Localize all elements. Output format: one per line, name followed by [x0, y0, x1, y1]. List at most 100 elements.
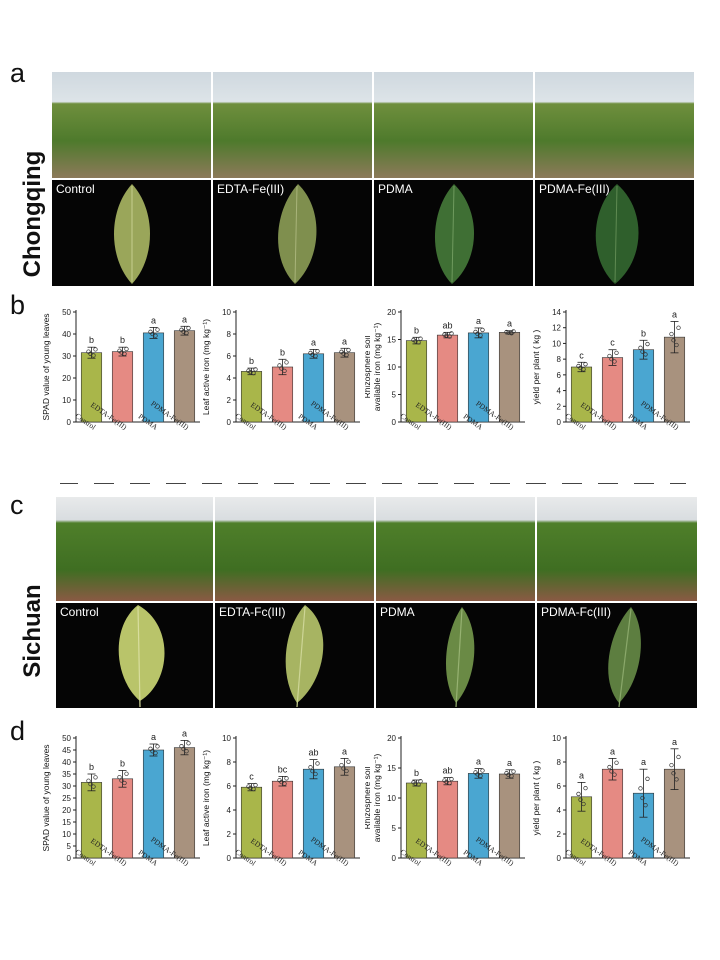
y-tick-label: 10 — [552, 734, 561, 743]
data-point — [607, 764, 612, 770]
significance-letter: c — [579, 350, 584, 360]
significance-letter: b — [414, 325, 419, 335]
y-tick-label: 6 — [227, 782, 232, 791]
y-tick-label: 6 — [227, 352, 232, 361]
bar — [498, 332, 521, 423]
leaf-icon — [445, 607, 475, 708]
data-point — [341, 351, 346, 356]
data-point — [669, 331, 674, 337]
data-point — [612, 359, 617, 364]
y-tick-label: 2 — [227, 830, 232, 839]
leaf-label: PDMA — [380, 605, 415, 619]
data-point — [643, 352, 648, 357]
significance-letter: b — [89, 335, 94, 345]
y-axis-label: available iron (mg kg⁻¹) — [372, 323, 382, 412]
data-point — [93, 347, 98, 352]
y-tick-label: 10 — [387, 363, 396, 372]
y-tick-label: 4 — [227, 374, 232, 383]
y-tick-label: 12 — [552, 324, 561, 333]
data-point — [511, 769, 516, 774]
data-point — [614, 350, 619, 356]
leaf-icon — [608, 607, 641, 708]
y-tick-label: 8 — [557, 355, 562, 364]
data-point — [638, 345, 643, 350]
tree-photo-chongqing-control — [52, 72, 211, 178]
significance-letter: a — [672, 309, 677, 319]
significance-letter: a — [342, 746, 347, 756]
chart-d-spad: 0 5 10 15 20 25 30 35 40 45 50 SPAD value of young … — [41, 728, 200, 868]
y-tick-label: 45 — [62, 746, 71, 755]
data-point — [640, 795, 645, 801]
data-point — [676, 325, 681, 330]
data-point — [645, 341, 650, 347]
bar — [333, 766, 356, 859]
y-tick-label: 15 — [387, 336, 396, 345]
y-tick-label: 30 — [62, 352, 71, 361]
data-point — [150, 749, 155, 754]
significance-letter: a — [182, 728, 187, 738]
leaf-label: PDMA-Fc(III) — [541, 605, 611, 619]
tree-photo-sichuan-pdma-fe — [537, 497, 697, 601]
data-point — [638, 786, 643, 791]
y-tick-label: 10 — [222, 308, 231, 317]
significance-letter: ab — [442, 320, 452, 330]
data-point — [506, 772, 511, 777]
significance-letter: a — [507, 758, 512, 768]
bar — [333, 352, 356, 423]
y-tick-label: 40 — [62, 330, 71, 339]
data-point — [117, 774, 122, 780]
leaf-photo-sichuan-pdma: PDMA — [376, 603, 535, 708]
significance-letter: a — [579, 770, 584, 780]
leaf-label: Control — [56, 182, 95, 196]
data-point — [341, 766, 346, 771]
data-point — [444, 779, 449, 785]
y-tick-label: 0 — [392, 854, 397, 863]
significance-letter: a — [311, 337, 316, 347]
leaf-photo-chongqing-edta: EDTA-Fe(III) — [213, 180, 372, 286]
leaf-photo-sichuan-edta: EDTA-Fc(III) — [215, 603, 374, 708]
data-point — [576, 791, 581, 797]
y-axis-label: SPAD value of young leaves — [41, 744, 51, 851]
y-tick-label: 15 — [387, 764, 396, 773]
bar — [498, 773, 521, 859]
tree-photo-chongqing-edta — [213, 72, 372, 178]
significance-letter: b — [120, 335, 125, 345]
significance-letter: a — [151, 732, 156, 742]
y-tick-label: 8 — [557, 758, 562, 767]
data-point — [93, 775, 98, 780]
data-point — [475, 772, 480, 777]
site-label-chongqing: Chongqing — [19, 150, 46, 278]
y-tick-label: 0 — [227, 418, 232, 427]
y-axis-label: Rhizosphere soil — [365, 335, 372, 398]
data-point — [122, 780, 127, 786]
significance-letter: a — [610, 746, 615, 756]
data-point — [416, 782, 421, 787]
data-point — [643, 803, 648, 808]
significance-letter: a — [476, 316, 481, 326]
leaf-label: EDTA-Fe(III) — [217, 182, 285, 196]
data-point — [614, 760, 619, 765]
data-point — [279, 780, 284, 785]
y-tick-label: 20 — [62, 374, 71, 383]
site-label-sichuan: Sichuan — [19, 584, 46, 678]
data-point — [413, 781, 418, 786]
data-point — [150, 331, 155, 337]
tree-photo-sichuan-pdma — [376, 497, 535, 601]
leaf-photo-chongqing-control: Control — [52, 180, 211, 286]
data-point — [284, 776, 289, 781]
data-point — [153, 750, 158, 756]
data-point — [284, 360, 289, 365]
data-point — [449, 331, 454, 336]
data-point — [506, 330, 511, 335]
data-point — [475, 331, 480, 337]
leaf-icon — [114, 184, 150, 284]
data-point — [578, 797, 583, 802]
significance-letter: b — [120, 758, 125, 768]
chart-d-soil-iron: 0 5 10 15 20 Rhizosphere soil available iron (… — [365, 734, 525, 868]
chart-b-soil-iron: 0 5 10 15 20 Rhizosphere soil available iron (… — [365, 308, 525, 432]
data-point — [155, 327, 160, 332]
leaf-icon — [118, 605, 165, 708]
y-axis-label: Leaf active iron (mg kg⁻¹) — [201, 319, 211, 415]
data-point — [583, 362, 588, 367]
